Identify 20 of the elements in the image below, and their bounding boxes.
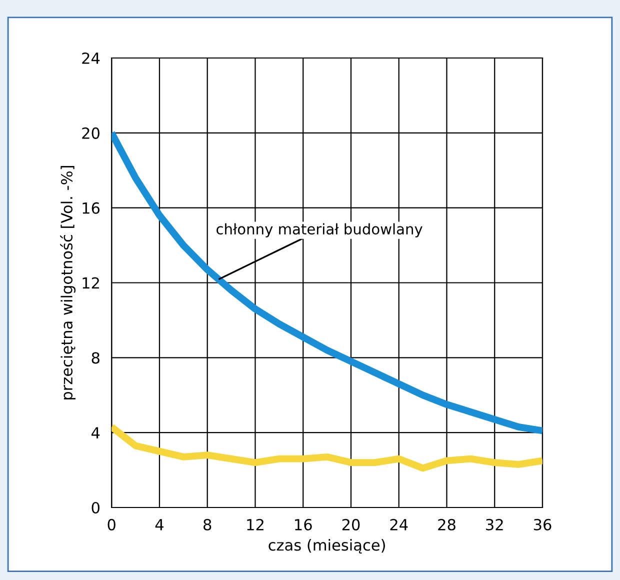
y-tick-label: 8 <box>92 352 100 364</box>
x-tick-label: 0 <box>108 518 116 530</box>
y-tick-label: 24 <box>82 52 100 64</box>
x-tick-label: 16 <box>295 518 312 530</box>
y-tick-label: 12 <box>82 277 99 289</box>
x-tick-label: 24 <box>390 518 408 530</box>
x-tick-label: 20 <box>342 518 360 530</box>
x-axis-title: czas (miesiące) <box>268 538 385 554</box>
x-tick-label: 4 <box>155 519 164 530</box>
y-tick-label: 16 <box>82 202 100 214</box>
x-tick-label: 32 <box>486 518 503 530</box>
y-axis-title: przeciętna wilgotność [Vol. -%] <box>60 166 76 400</box>
annotation: chłonny materiał budowlany <box>216 223 422 238</box>
y-tick-label: 0 <box>92 502 100 514</box>
y-tick-label: 4 <box>92 427 100 438</box>
x-tick-label: 36 <box>534 518 552 530</box>
x-tick-label: 28 <box>438 518 456 530</box>
y-tick-label: 20 <box>82 127 100 139</box>
x-tick-label: 12 <box>247 518 264 530</box>
x-tick-label: 8 <box>204 518 212 530</box>
